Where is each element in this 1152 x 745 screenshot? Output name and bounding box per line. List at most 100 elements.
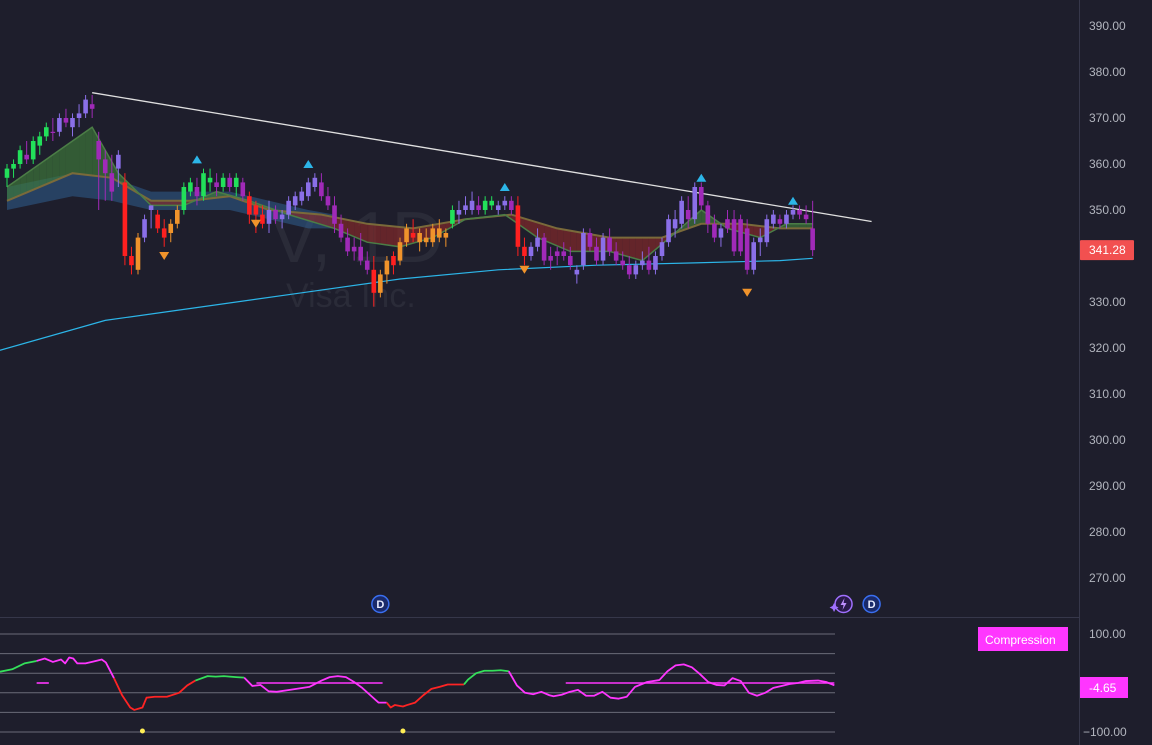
candle	[561, 242, 567, 261]
ema-ribbon-segment	[806, 223, 813, 229]
candle-body	[240, 182, 246, 197]
candle-body	[810, 228, 815, 251]
ema-ribbon-segment	[367, 223, 374, 244]
candle	[247, 191, 252, 224]
candle-body	[102, 159, 108, 174]
candle-body	[325, 196, 331, 206]
candle-body	[797, 210, 802, 215]
candle-body	[535, 237, 540, 247]
oscillator-line-segment	[113, 677, 196, 711]
oscillator-pane[interactable]	[0, 633, 835, 734]
candle	[332, 196, 337, 233]
candle	[266, 200, 272, 233]
candle-body	[253, 205, 259, 215]
candle-body	[175, 210, 180, 224]
candle-body	[371, 269, 377, 293]
candle	[188, 177, 193, 197]
candle-body	[57, 118, 62, 132]
candle	[548, 246, 553, 270]
dividend-icon[interactable]: D	[862, 594, 881, 614]
candle-body	[600, 237, 606, 261]
candle	[771, 210, 776, 229]
ema-ribbon-segment	[85, 127, 93, 176]
candle	[364, 251, 370, 275]
candle-body	[207, 177, 213, 183]
candle-body	[712, 223, 717, 238]
trend-line[interactable]	[92, 92, 872, 223]
candle-body	[495, 205, 501, 210]
candle	[286, 196, 291, 220]
candle-body	[306, 182, 311, 197]
candle	[777, 214, 783, 229]
candle-body	[456, 210, 462, 215]
dividend-icon[interactable]: D	[371, 594, 390, 614]
candle-body	[554, 251, 560, 256]
oscillator-signal-dot	[400, 728, 406, 734]
candle-body	[181, 187, 187, 210]
candle-body	[214, 182, 219, 187]
candle	[738, 214, 743, 256]
ema-ribbon-segment	[65, 141, 73, 176]
candle-body	[37, 136, 43, 146]
candle-body	[260, 214, 265, 224]
oscillator-line-segment	[463, 669, 509, 686]
dividend-icon-circle	[371, 594, 390, 614]
candle	[659, 237, 665, 261]
candle	[57, 113, 62, 137]
price-axis[interactable]: 390.00 380.00 370.00 360.00 350.00 330.00 320.…	[1083, 19, 1127, 739]
candle-body	[364, 260, 370, 270]
candle-body	[148, 205, 154, 210]
candle	[495, 200, 501, 215]
candle	[646, 246, 652, 275]
candle	[581, 228, 586, 270]
candle-body	[220, 177, 226, 187]
ema-ribbon-segment	[537, 222, 545, 241]
candle-body	[286, 200, 291, 215]
candle-body	[777, 219, 783, 224]
candle	[705, 200, 711, 233]
ema-ribbon-segment	[314, 214, 322, 225]
candle	[764, 214, 770, 247]
candle-body	[443, 233, 449, 238]
candle-body	[679, 200, 684, 224]
ema-ribbon-segment	[354, 221, 361, 240]
ema-ribbon-segment	[39, 159, 47, 187]
candle	[4, 164, 10, 187]
candle-body	[463, 205, 468, 210]
candle-body	[404, 228, 409, 243]
candle	[306, 177, 311, 201]
candle-body	[11, 164, 16, 169]
candle	[430, 223, 436, 247]
candle-body	[50, 131, 56, 133]
candle-body	[738, 219, 743, 252]
candle-body	[63, 118, 69, 123]
candle	[522, 237, 527, 266]
candle	[142, 214, 147, 243]
candle-body	[561, 251, 567, 256]
ema-ribbon-segment	[557, 228, 564, 249]
candle-body	[482, 200, 488, 210]
candle-body	[273, 210, 278, 220]
sparkle-icon	[829, 603, 839, 612]
candle-body	[450, 210, 455, 224]
candle	[594, 237, 599, 266]
ema-ribbon-segment	[386, 225, 394, 246]
candle-body	[332, 205, 337, 224]
oscillator-axis-label: −100.00	[1083, 725, 1127, 739]
dividend-icon-glyph: D	[376, 599, 384, 611]
candle	[135, 233, 141, 275]
candle	[568, 246, 573, 270]
oscillator-line-segment	[243, 675, 387, 704]
candle	[207, 168, 213, 192]
ema-ribbon-segment	[616, 237, 623, 256]
candle-body	[83, 99, 88, 114]
candle	[102, 150, 108, 201]
lightning-icon[interactable]	[829, 594, 853, 614]
candle	[116, 150, 121, 187]
candle-body	[646, 260, 652, 270]
candle	[685, 196, 691, 229]
candle-body	[109, 173, 115, 192]
